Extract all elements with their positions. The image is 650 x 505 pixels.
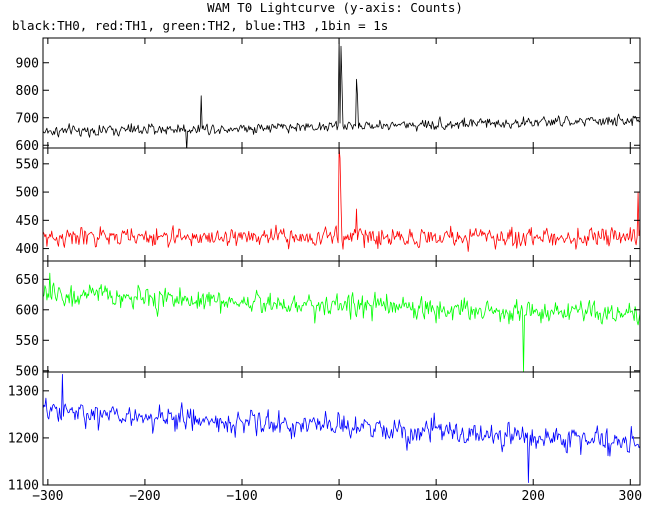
y-tick-label: 500 bbox=[16, 364, 39, 379]
y-tick-label: 600 bbox=[16, 303, 39, 318]
x-tick-label: 300 bbox=[619, 489, 642, 504]
x-tick-label: 200 bbox=[521, 489, 544, 504]
chart-subtitle: black:TH0, red:TH1, green:TH2, blue:TH3 … bbox=[12, 18, 388, 33]
y-tick-label: 650 bbox=[16, 273, 39, 288]
y-tick-label: 800 bbox=[16, 84, 39, 99]
y-tick-label: 600 bbox=[16, 139, 39, 154]
y-tick-label: 550 bbox=[16, 157, 39, 172]
x-tick-label: −100 bbox=[226, 489, 257, 504]
panel-th1: 400 450 500 550 bbox=[16, 147, 641, 262]
y-tick-label: 500 bbox=[16, 186, 39, 201]
y-tick-label: 400 bbox=[16, 242, 39, 257]
x-tick-label: −300 bbox=[32, 489, 63, 504]
series-line-th0 bbox=[43, 38, 640, 148]
y-tick-label: 1100 bbox=[8, 479, 39, 494]
x-axis: −300 −200 −100 0 100 200 300 bbox=[32, 489, 642, 504]
x-tick-label: 0 bbox=[335, 489, 343, 504]
series-line-th2 bbox=[43, 272, 640, 372]
panel-frame bbox=[42, 147, 641, 262]
chart-title: WAM T0 Lightcurve (y-axis: Counts) bbox=[207, 0, 463, 15]
panel-th2: 500 550 600 650 bbox=[16, 260, 641, 379]
y-tick-label: 550 bbox=[16, 334, 39, 349]
y-tick-label: 1200 bbox=[8, 431, 39, 446]
y-tick-label: 900 bbox=[16, 56, 39, 71]
panel-th3: 1100 1200 1300 bbox=[8, 371, 641, 494]
x-tick-label: 100 bbox=[424, 489, 447, 504]
panel-th0: 600 700 800 900 bbox=[16, 37, 641, 154]
panels-group: 600 700 800 900 400 450 500 550 500 550 600 650 1100… bbox=[8, 37, 641, 494]
series-line-th1 bbox=[43, 148, 640, 252]
y-tick-label: 700 bbox=[16, 111, 39, 126]
y-tick-label: 450 bbox=[16, 214, 39, 229]
series-line-th3 bbox=[43, 373, 640, 484]
panel-frame bbox=[42, 260, 641, 373]
x-tick-label: −200 bbox=[129, 489, 160, 504]
y-tick-label: 1300 bbox=[8, 384, 39, 399]
panel-frame bbox=[42, 371, 641, 486]
